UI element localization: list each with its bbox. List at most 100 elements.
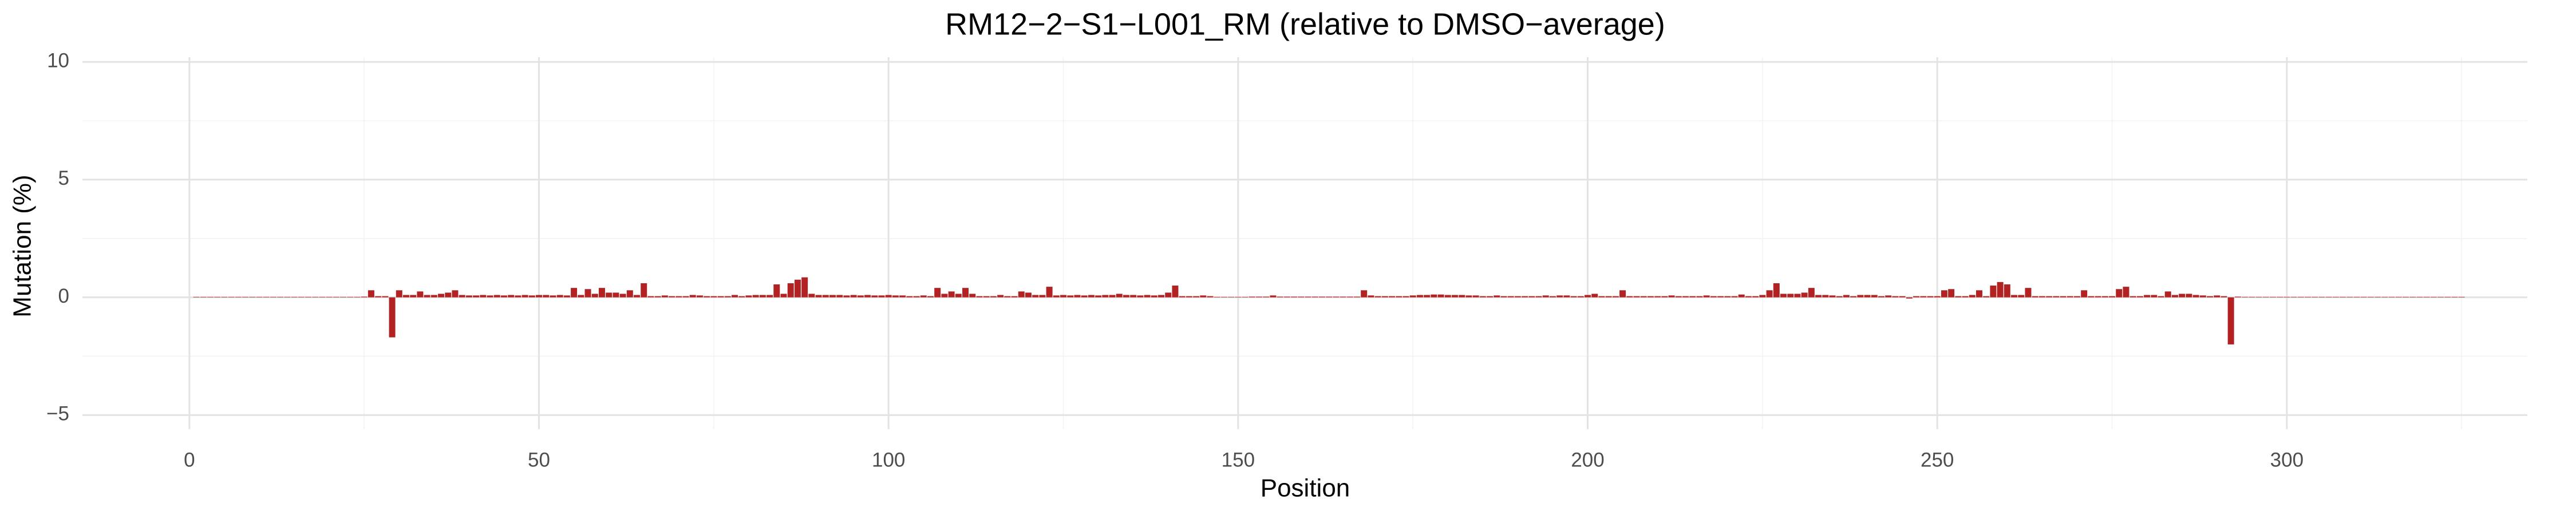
bar <box>1969 295 1976 298</box>
bar <box>2018 295 2025 298</box>
bar <box>801 277 808 298</box>
bar <box>556 295 563 298</box>
bar <box>1731 296 1738 298</box>
bar <box>941 294 948 298</box>
bar <box>1431 294 1437 298</box>
bar <box>654 296 661 298</box>
bar <box>899 295 906 298</box>
bar <box>808 294 815 298</box>
bar <box>2318 296 2325 298</box>
bar <box>1738 294 1745 298</box>
bar <box>1389 296 1396 298</box>
bar <box>1955 296 1962 298</box>
bar <box>459 295 465 298</box>
bar <box>1465 295 1472 298</box>
bar <box>2088 296 2095 298</box>
bar <box>962 288 969 298</box>
bar <box>2081 290 2088 298</box>
bar <box>452 290 459 298</box>
bar <box>2305 296 2311 298</box>
bar <box>689 295 696 298</box>
bar <box>1633 296 1640 298</box>
bar <box>2186 294 2192 298</box>
bar <box>2409 296 2416 298</box>
bar <box>2207 296 2214 298</box>
bar <box>1556 295 1563 298</box>
bar <box>2067 296 2073 298</box>
bar <box>1605 296 1612 298</box>
bar <box>864 295 871 298</box>
bar <box>634 295 641 298</box>
bar <box>382 296 389 298</box>
bar <box>1172 286 1179 298</box>
bar <box>1416 295 1423 298</box>
bar <box>710 296 717 298</box>
bar <box>354 296 361 298</box>
bar <box>200 296 207 298</box>
bar <box>1514 296 1521 298</box>
bar <box>1619 290 1626 298</box>
bar <box>794 279 801 298</box>
bar <box>1277 296 1283 298</box>
bar <box>333 296 339 298</box>
bar <box>2255 296 2262 298</box>
bar <box>1766 290 1773 298</box>
bar <box>1193 296 1200 298</box>
bar <box>2353 296 2360 298</box>
bar <box>1291 296 1298 298</box>
bar <box>1752 296 1759 298</box>
bar <box>2032 296 2038 298</box>
bar <box>1305 296 1311 298</box>
bar <box>1843 295 1850 298</box>
bar <box>1220 296 1227 298</box>
bar <box>1151 295 1157 298</box>
bar <box>955 294 962 298</box>
bar <box>1780 294 1787 298</box>
bar <box>1682 296 1689 298</box>
bar <box>1549 296 1556 298</box>
bar <box>1857 295 1864 298</box>
bar <box>1081 295 1088 298</box>
bar <box>2038 296 2045 298</box>
bar <box>2199 295 2206 298</box>
bar <box>732 295 738 298</box>
bar <box>780 294 787 298</box>
bar <box>1787 294 1794 298</box>
x-tick-label: 300 <box>2270 449 2304 471</box>
bar <box>284 296 291 298</box>
bar <box>2388 296 2395 298</box>
bar <box>1997 282 2004 298</box>
bar <box>1822 295 1829 298</box>
bar <box>424 295 430 298</box>
bar <box>1451 295 1458 298</box>
bar <box>368 290 374 298</box>
bar <box>1102 295 1109 298</box>
bar <box>1374 296 1381 298</box>
bar <box>1773 283 1780 298</box>
bar <box>934 288 941 298</box>
bar <box>445 292 452 298</box>
bar <box>1535 296 1542 298</box>
bar <box>2164 291 2171 298</box>
bar <box>1522 296 1528 298</box>
bar <box>1528 296 1535 298</box>
bar <box>871 295 878 298</box>
bar <box>773 284 780 298</box>
bar <box>402 295 409 298</box>
bar <box>2136 296 2143 298</box>
bar <box>277 296 284 298</box>
bar <box>2249 296 2255 298</box>
bar <box>1654 296 1661 298</box>
bar <box>1130 295 1137 298</box>
bar <box>543 295 550 298</box>
bar <box>1039 295 1046 298</box>
x-tick-label: 50 <box>528 449 550 471</box>
bar <box>207 296 214 298</box>
bar <box>1298 296 1305 298</box>
bar <box>815 295 822 298</box>
x-tick-label: 0 <box>184 449 195 471</box>
bar <box>2367 296 2374 298</box>
bar <box>1640 296 1647 298</box>
bar <box>2192 295 2199 298</box>
